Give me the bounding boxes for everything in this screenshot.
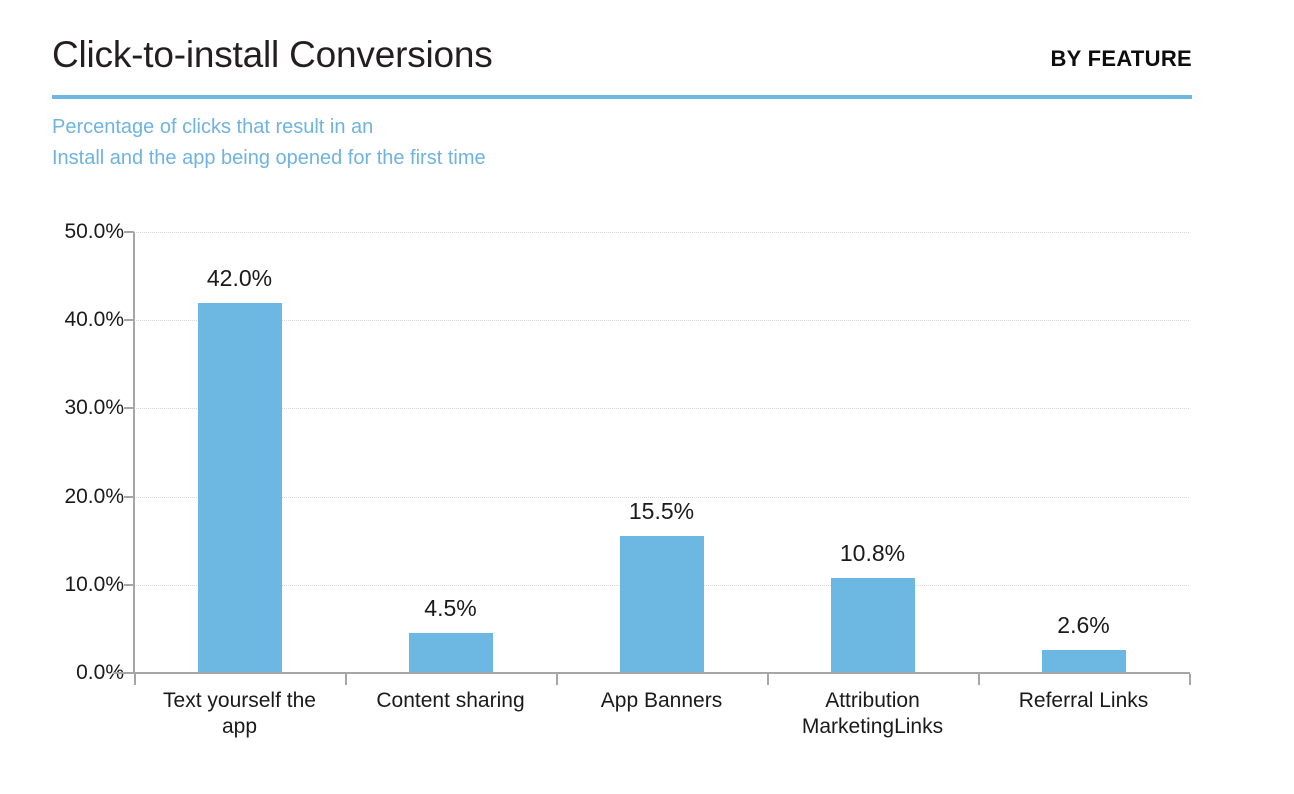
y-axis-tick-mark (124, 495, 134, 498)
bar-value-label: 42.0% (206, 264, 273, 291)
y-axis-tick-label: 40.0% (64, 308, 124, 332)
x-axis-tick-mark (767, 674, 769, 685)
y-axis-tick-label: 30.0% (64, 396, 124, 420)
x-axis-tick-mark (1189, 674, 1191, 685)
bar-value-label: 10.8% (839, 539, 906, 566)
y-axis-tick-mark (124, 231, 134, 233)
y-axis-tick-mark (124, 407, 134, 410)
bar (197, 302, 282, 673)
gridline (134, 320, 1189, 322)
y-axis-tick-labels: 0.0% 10.0% 20.0% 30.0% 40.0% 50.0% (40, 220, 124, 684)
y-axis-tick-label: 50.0% (64, 220, 124, 243)
title-divider (52, 95, 1192, 99)
category-label: Referral Links (1018, 689, 1149, 712)
y-axis-tick-label: 10.0% (64, 572, 124, 596)
y-axis-line (133, 232, 135, 674)
bar (619, 536, 704, 673)
x-axis-line (113, 672, 1190, 674)
y-axis-tick-label: 20.0% (64, 484, 124, 508)
bar (830, 577, 915, 673)
x-axis-tick-mark (134, 674, 136, 685)
plot-area (124, 231, 1189, 674)
bar-value-label: 15.5% (628, 498, 695, 525)
x-axis-tick-mark (345, 674, 347, 685)
gridline (134, 496, 1189, 499)
by-feature-badge: BY FEATURE (1050, 46, 1192, 71)
y-axis-tick-label: 0.0% (76, 661, 124, 684)
category-label: Attribution MarketingLinks (801, 689, 944, 739)
category-label: Text yourself the app (163, 689, 316, 739)
category-label: Content sharing (376, 689, 525, 712)
gridline (134, 408, 1189, 410)
chart-subtitle: Percentage of clicks that result in an I… (52, 116, 486, 169)
x-axis-tick-mark (978, 674, 980, 685)
bar-value-label: 2.6% (1057, 612, 1110, 639)
slide-header: Click-to-install Conversions BY FEATURE (52, 36, 1192, 98)
bar-value-label: 4.5% (424, 595, 477, 622)
gridline (134, 232, 1189, 234)
bar (408, 633, 493, 673)
page-title: Click-to-install Conversions (52, 34, 493, 75)
category-label: App Banners (600, 689, 723, 712)
bar (1041, 650, 1126, 673)
y-axis-tick-mark (124, 319, 134, 322)
y-axis-tick-mark (124, 583, 134, 586)
x-axis-tick-mark (556, 674, 558, 685)
